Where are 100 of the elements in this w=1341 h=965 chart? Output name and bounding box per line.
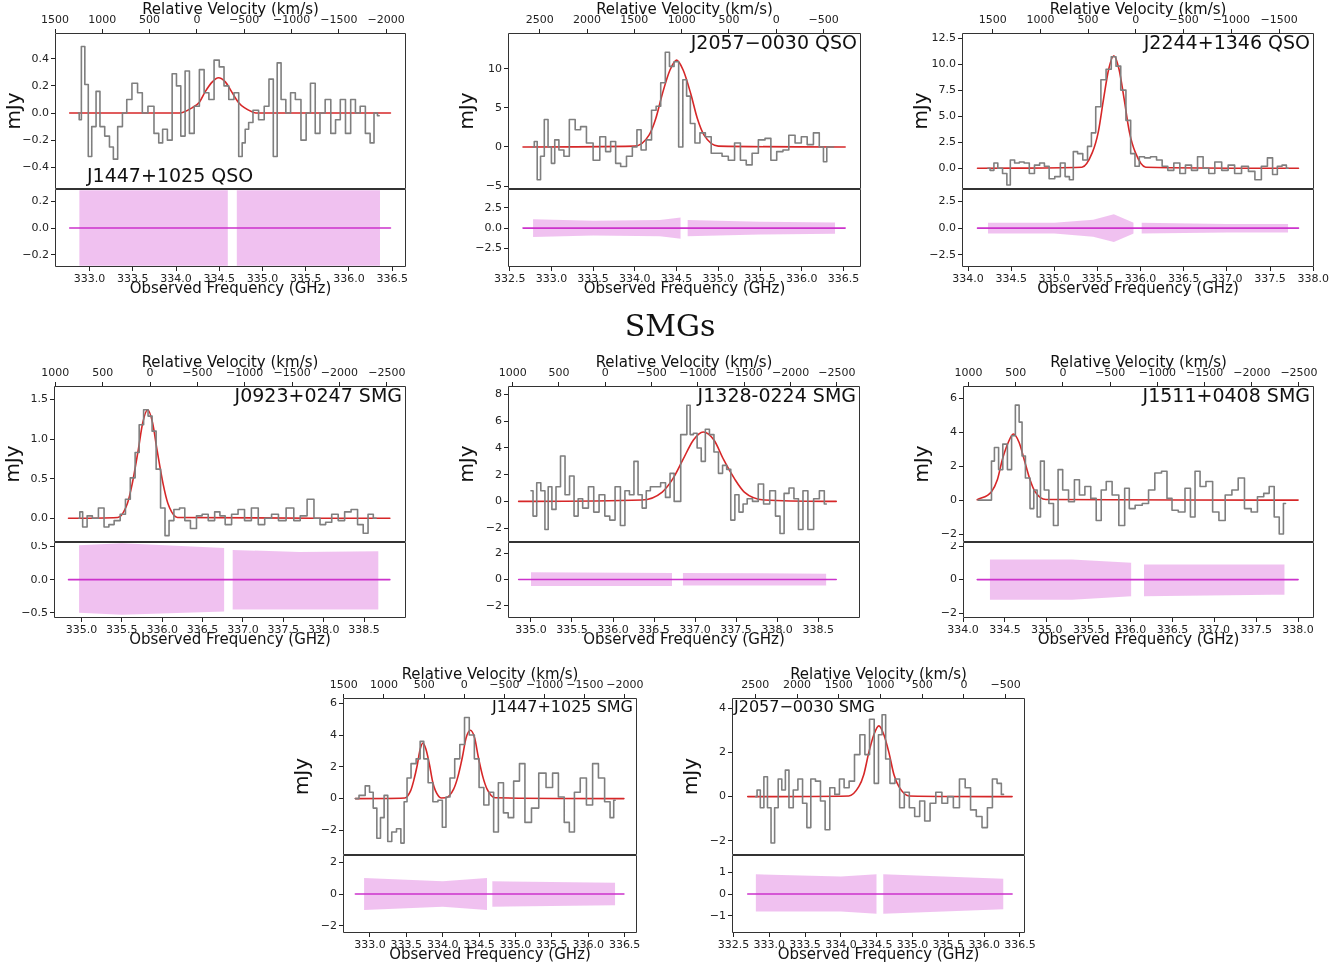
x-tick-label: 337.5 bbox=[1254, 272, 1286, 286]
y-axis-title: mJy bbox=[678, 757, 703, 796]
y-tick-label: 0.5 bbox=[30, 539, 48, 553]
line-series bbox=[746, 725, 1013, 798]
y-tick-label: 0 bbox=[719, 789, 726, 803]
x-tick-label: 336.5 bbox=[608, 938, 641, 952]
y-tick-label: 5 bbox=[495, 100, 502, 114]
x2-tick-label: 500 bbox=[139, 13, 161, 27]
x2-tick-label: −2000 bbox=[1233, 366, 1271, 380]
x2-tick-label: 0 bbox=[1059, 366, 1067, 380]
y-tick-label: 2 bbox=[495, 467, 502, 481]
x2-tick-label: −2000 bbox=[320, 366, 359, 380]
x2-tick-label: 1500 bbox=[329, 678, 358, 692]
y-tick-label: −2 bbox=[940, 526, 957, 540]
x-tick-label: 335.0 bbox=[65, 623, 98, 637]
x2-tick-label: −2500 bbox=[1280, 366, 1318, 380]
y-tick-label: −0.4 bbox=[22, 160, 49, 174]
y-tick-label: 6 bbox=[330, 696, 337, 710]
text: SMGs bbox=[623, 308, 717, 343]
y-tick-label: 8 bbox=[495, 387, 502, 401]
y-tick-label: 0.0 bbox=[938, 161, 956, 175]
y-tick-label: 4 bbox=[330, 727, 337, 741]
y-tick-label: 0.2 bbox=[31, 193, 49, 207]
x2-tick-label: 1000 bbox=[498, 366, 527, 380]
y-tick-label: 0 bbox=[495, 494, 502, 508]
x-tick-label: 333.0 bbox=[354, 938, 386, 952]
x2-tick-label: −2000 bbox=[771, 366, 810, 380]
x-tick-label: 338.0 bbox=[1282, 623, 1314, 637]
y-tick-label: −2.5 bbox=[929, 247, 956, 261]
y-tick-label: 2 bbox=[330, 759, 337, 773]
x2-tick-label: −2500 bbox=[818, 366, 856, 380]
x2-tick-label: −2000 bbox=[367, 13, 405, 27]
x-tick-label: 336.0 bbox=[786, 272, 818, 286]
annotation: J1511+0408 SMG bbox=[1141, 384, 1310, 407]
annotation: J2244+1346 QSO bbox=[1142, 31, 1310, 54]
y-tick-label: 2 bbox=[719, 745, 726, 759]
y-tick-label: 0 bbox=[495, 572, 502, 586]
x-tick-label: 334.0 bbox=[952, 272, 984, 286]
y-tick-label: 0.2 bbox=[31, 78, 49, 92]
x2-tick-label: 1000 bbox=[41, 366, 70, 380]
y-tick-label: 2.5 bbox=[484, 200, 502, 214]
x-tick-label: 338.0 bbox=[1297, 272, 1329, 286]
line-series bbox=[68, 76, 392, 114]
y-tick-label: 0 bbox=[950, 572, 957, 586]
line-series bbox=[976, 433, 1299, 501]
y-tick-label: −1 bbox=[709, 908, 726, 922]
y-tick-label: −0.2 bbox=[22, 247, 49, 261]
x-tick-label: 336.5 bbox=[376, 272, 408, 286]
x2-tick-label: 500 bbox=[1005, 366, 1027, 380]
line-series bbox=[517, 431, 838, 503]
y-tick-label: −2.5 bbox=[475, 241, 502, 255]
line-series bbox=[522, 59, 846, 148]
annotation: J2057−0030 QSO bbox=[689, 31, 857, 54]
y-tick-label: −2 bbox=[485, 520, 502, 534]
x2-tick-label: 500 bbox=[413, 678, 435, 692]
y-tick-label: 1 bbox=[719, 864, 726, 878]
y-tick-label: 10.0 bbox=[931, 56, 956, 70]
x-tick-label: 336.0 bbox=[333, 272, 365, 286]
y-tick-label: 4 bbox=[950, 425, 957, 439]
x2-tick-label: −500 bbox=[808, 13, 839, 27]
y-tick-label: 0 bbox=[950, 492, 957, 506]
y-tick-label: 1.5 bbox=[30, 392, 48, 406]
x2-tick-label: −1500 bbox=[1260, 13, 1298, 27]
y-tick-label: −0.2 bbox=[22, 133, 49, 147]
y-tick-label: −2 bbox=[940, 605, 957, 619]
y-tick-label: −2 bbox=[485, 598, 502, 612]
x2-tick-label: 0 bbox=[601, 366, 609, 380]
y-tick-label: 6 bbox=[950, 391, 957, 405]
x2-tick-label: −2500 bbox=[368, 366, 406, 380]
x2-tick-label: 1500 bbox=[978, 13, 1007, 27]
y-tick-label: 2 bbox=[495, 546, 502, 560]
x-tick-label: 334.5 bbox=[989, 623, 1021, 637]
x2-tick-label: 1000 bbox=[866, 678, 895, 692]
y-tick-label: 0.0 bbox=[31, 105, 49, 119]
y-tick-label: 2 bbox=[330, 854, 337, 868]
line-series bbox=[976, 54, 1300, 170]
y-tick-label: −2 bbox=[709, 833, 726, 847]
x2-tick-label: 1000 bbox=[88, 13, 117, 27]
x-tick-label: 336.5 bbox=[827, 272, 860, 286]
x2-tick-label: 1000 bbox=[369, 678, 398, 692]
x2-tick-label: 2500 bbox=[741, 678, 770, 692]
x2-tick-label: 1000 bbox=[954, 366, 983, 380]
x2-tick-label: 2500 bbox=[525, 13, 554, 27]
x-tick-label: 332.5 bbox=[493, 272, 526, 286]
y-tick-label: 4 bbox=[719, 701, 726, 715]
y-tick-label: 1.0 bbox=[30, 431, 48, 445]
y-tick-label: 2 bbox=[950, 459, 957, 473]
y-tick-label: 0.0 bbox=[484, 220, 502, 234]
y-tick-label: −2 bbox=[320, 823, 337, 837]
x2-tick-label: 500 bbox=[548, 366, 570, 380]
y-tick-label: 7.5 bbox=[938, 82, 956, 96]
y-tick-label: 4 bbox=[495, 440, 502, 454]
x-tick-label: 334.5 bbox=[995, 272, 1027, 286]
annotation: J1328-0224 SMG bbox=[696, 384, 856, 407]
x-tick-label: 332.5 bbox=[717, 938, 750, 952]
y-tick-label: 0.4 bbox=[31, 51, 49, 65]
annotation: J1447+1025 QSO bbox=[86, 164, 254, 187]
y-tick-label: −2 bbox=[320, 918, 337, 932]
y-tick-label: 0.5 bbox=[30, 471, 48, 485]
x-tick-label: 333.0 bbox=[73, 272, 106, 286]
